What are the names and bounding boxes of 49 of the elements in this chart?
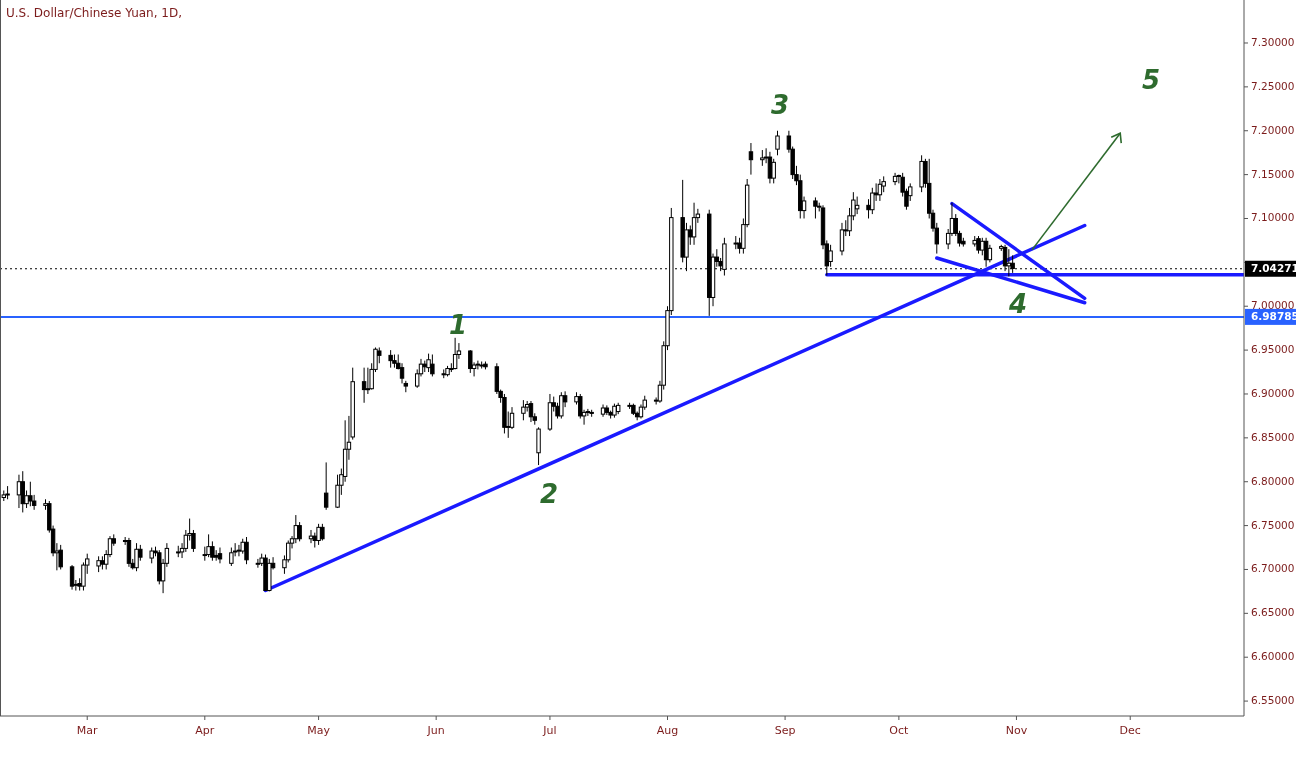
- candlestick: [399, 362, 405, 384]
- candlestick: [468, 349, 473, 374]
- candlestick: [691, 202, 697, 246]
- y-tick-label: 7.15000: [1251, 167, 1295, 180]
- candlestick: [839, 222, 845, 256]
- y-tick-label: 6.60000: [1251, 650, 1295, 663]
- x-tick-label: Apr: [195, 724, 215, 737]
- x-tick-label: Dec: [1119, 724, 1141, 737]
- y-tick-label: 6.70000: [1251, 562, 1295, 575]
- y-tick-label: 6.95000: [1251, 343, 1295, 356]
- annotation: 1: [448, 310, 468, 341]
- y-tick-label: 7.20000: [1251, 123, 1295, 136]
- candlestick: [870, 187, 875, 215]
- candlestick: [297, 521, 302, 542]
- candlestick: [854, 196, 860, 215]
- candlestick: [771, 158, 776, 184]
- y-tick-label: 6.75000: [1251, 518, 1295, 531]
- candlestick: [452, 337, 458, 370]
- candlestick: [229, 547, 234, 567]
- candlestick: [430, 353, 435, 377]
- y-tick-label: 7.00000: [1251, 299, 1295, 312]
- candlestick: [206, 533, 211, 558]
- candlestick: [536, 426, 541, 466]
- candlestick: [748, 142, 754, 176]
- candlestick: [323, 461, 329, 511]
- y-tick-label: 6.85000: [1251, 430, 1295, 443]
- candlestick: [775, 130, 780, 156]
- y-tick-label: 6.80000: [1251, 474, 1295, 487]
- y-tick-label: 6.90000: [1251, 386, 1295, 399]
- y-tick-label: 7.25000: [1251, 79, 1295, 92]
- annotation: 4: [1007, 288, 1028, 319]
- y-tick-label: 7.10000: [1251, 211, 1295, 224]
- x-tick-label: Oct: [889, 724, 910, 737]
- x-tick-label: Mar: [76, 724, 99, 737]
- annotation: 5: [1141, 65, 1160, 96]
- text: U.S. Dollar/Chinese Yuan, 1D,: [6, 6, 183, 20]
- candlestick: [361, 367, 367, 404]
- x-tick-label: Jun: [426, 724, 445, 737]
- y-tick-label: 7.30000: [1251, 36, 1295, 48]
- x-tick-label: Aug: [656, 724, 679, 737]
- x-tick-label: Nov: [1005, 724, 1028, 737]
- x-tick-label: Jul: [542, 724, 557, 737]
- y-tick-label: 6.55000: [1251, 694, 1295, 707]
- y-tick-label: 6.65000: [1251, 606, 1295, 619]
- annotation: 2: [539, 479, 559, 510]
- candlestick: [293, 514, 299, 544]
- x-tick-label: May: [307, 724, 331, 737]
- x-tick-label: Sep: [774, 724, 796, 737]
- annotation: 3: [770, 90, 790, 121]
